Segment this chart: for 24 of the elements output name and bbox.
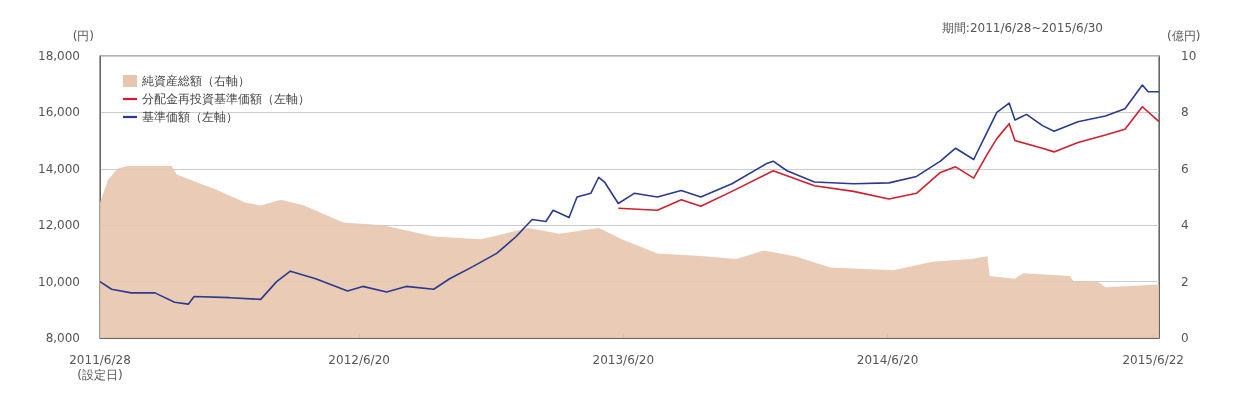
y-tick-label: 12,000	[38, 218, 80, 233]
y-axis-title: (円)	[72, 29, 94, 43]
y2-tick-label: 8	[1181, 105, 1189, 120]
x-tick-label: 2011/6/28 (設定日)	[69, 352, 131, 382]
line-series	[617, 105, 1160, 212]
y-tick-label: 16,000	[38, 105, 80, 120]
text: 期間:2011/6/28~2015/6/30	[941, 21, 1103, 35]
y2-axis-title: (億円)	[1167, 29, 1201, 43]
y2-tick-label: 6	[1181, 161, 1189, 176]
y-tick-label: 10,000	[38, 274, 80, 289]
y-tick-label: 8,000	[45, 331, 80, 345]
legend-label: 分配金再投資基準価額（左軸）	[142, 92, 310, 106]
x-tick-label: 2015/6/22	[1122, 352, 1184, 367]
legend-label: 基準価額（左軸）	[142, 110, 238, 124]
y-tick-label: 18,000	[38, 49, 80, 63]
legend-label: 純資産総額（右軸）	[142, 74, 250, 88]
x-tick-label: 2014/6/20	[856, 352, 919, 367]
x-tick-label: 2012/6/20	[328, 352, 390, 367]
x-tick-label: 2013/6/20	[592, 352, 655, 367]
y2-tick-label: 0	[1181, 331, 1189, 345]
y2-tick-label: 4	[1181, 218, 1189, 233]
y2-tick-label: 10	[1181, 49, 1197, 63]
y-tick-label: 14,000	[38, 161, 80, 176]
y2-tick-label: 2	[1181, 274, 1189, 289]
